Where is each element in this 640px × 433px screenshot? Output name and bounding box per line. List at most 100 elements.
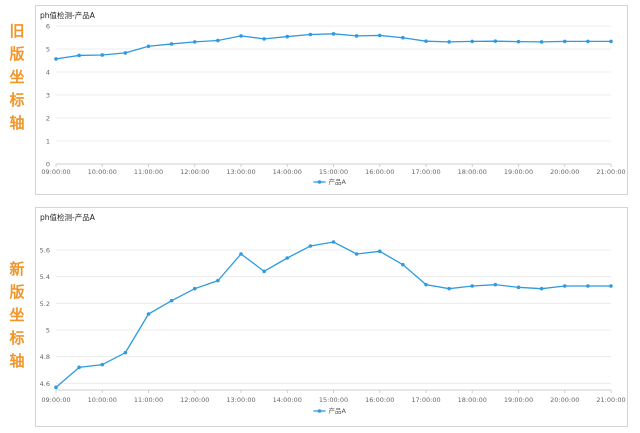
side-label-char: 版 [9, 45, 25, 63]
new-axis-side-label: 新版坐标轴 [6, 258, 28, 373]
y-tick-label: 4.8 [40, 353, 50, 361]
data-point [562, 39, 567, 44]
data-point [169, 298, 174, 303]
data-point [216, 38, 220, 43]
data-point [516, 39, 521, 44]
side-label-char: 标 [9, 91, 25, 109]
x-tick-label: 11:00:00 [134, 168, 163, 176]
x-tick-label: 15:00:00 [319, 168, 348, 176]
data-point [331, 32, 336, 36]
data-point [586, 39, 590, 44]
data-point [470, 284, 475, 288]
data-point [77, 365, 81, 370]
side-label-char: 新 [9, 260, 25, 278]
data-point [424, 282, 428, 287]
y-tick-label: 5.6 [40, 247, 50, 255]
chart-panel-old-axis: ph值检测-产品A 0 1 2 3 4 5 6 09:00:00 10:00:00 11:00:0… [35, 5, 628, 195]
data-point [100, 362, 105, 367]
x-tick-label: 16:00:00 [365, 396, 394, 404]
data-point [586, 284, 590, 288]
x-tick-label: 09:00:00 [41, 396, 70, 404]
data-point [377, 33, 382, 38]
x-tick-label: 10:00:00 [88, 396, 117, 404]
x-tick-label: 14:00:00 [273, 168, 302, 176]
data-point [354, 34, 359, 38]
legend-label: 产品A [329, 177, 347, 186]
legend-marker [317, 180, 322, 184]
chart-title: ph值检测-产品A [40, 11, 95, 20]
data-point [123, 350, 128, 355]
data-point [77, 53, 81, 58]
data-point [331, 240, 336, 244]
data-point [424, 39, 428, 43]
y-tick-label: 4 [46, 69, 50, 77]
data-point [285, 256, 290, 260]
x-tick-label: 19:00:00 [504, 396, 533, 404]
y-tick-label: 3 [46, 92, 50, 100]
x-tick-label: 12:00:00 [180, 396, 209, 404]
data-point [539, 40, 544, 44]
data-point [216, 278, 220, 283]
data-point [262, 37, 266, 41]
x-tick-label: 17:00:00 [411, 168, 440, 176]
line-chart-new-axis: 4.6 4.8 5 5.2 5.4 5.6 09:00:00 10:00:00 11:00:00… [40, 240, 626, 415]
data-point [562, 284, 567, 288]
data-point [123, 51, 128, 55]
data-point [192, 40, 197, 44]
y-tick-label: 6 [46, 23, 50, 31]
x-tick-label: 19:00:00 [504, 168, 533, 176]
chart-panel-new-axis: ph值检测-产品A 4.6 4.8 5 5.2 5.4 5.6 09:00:00 10:00:… [35, 207, 628, 427]
legend-label: 产品A [329, 406, 347, 415]
data-point [609, 39, 613, 44]
side-label-char: 轴 [9, 352, 25, 370]
chart-title: ph值检测-产品A [40, 213, 95, 222]
series-line [55, 33, 611, 60]
side-label-char: 版 [9, 283, 25, 301]
data-point [401, 35, 405, 40]
data-point [493, 282, 498, 287]
data-point [377, 249, 382, 254]
x-tick-label: 18:00:00 [458, 168, 487, 176]
x-tick-label: 15:00:00 [319, 396, 348, 404]
data-point [493, 39, 498, 43]
y-tick-label: 5.4 [40, 273, 50, 281]
side-label-char: 旧 [9, 22, 25, 40]
data-point [285, 34, 290, 39]
data-point [401, 262, 405, 267]
series-line [55, 241, 611, 388]
data-point [470, 39, 475, 44]
x-tick-label: 14:00:00 [273, 396, 302, 404]
side-label-char: 坐 [9, 68, 25, 86]
x-tick-label: 09:00:00 [41, 168, 70, 176]
data-point [354, 252, 359, 256]
side-label-char: 轴 [9, 114, 25, 132]
x-tick-label: 13:00:00 [226, 396, 255, 404]
side-label-char: 标 [9, 329, 25, 347]
data-point [308, 32, 313, 37]
data-point [447, 286, 451, 291]
data-point [169, 42, 174, 46]
data-point [100, 53, 105, 57]
x-tick-label: 12:00:00 [180, 168, 209, 176]
y-tick-label: 5.2 [40, 300, 50, 308]
legend-marker [317, 409, 322, 413]
y-tick-label: 5 [46, 46, 50, 54]
data-point [146, 312, 151, 316]
line-chart-old-axis: 0 1 2 3 4 5 6 09:00:00 10:00:00 11:00:00 12:00:00 1… [41, 23, 625, 187]
data-point [146, 44, 151, 49]
y-tick-label: 2 [46, 115, 50, 123]
x-tick-label: 18:00:00 [458, 396, 487, 404]
data-point [239, 34, 243, 38]
data-point [54, 385, 58, 390]
x-tick-label: 21:00:00 [596, 396, 625, 404]
data-point [516, 285, 521, 290]
data-point [239, 252, 243, 256]
x-tick-label: 11:00:00 [134, 396, 163, 404]
x-tick-label: 20:00:00 [550, 396, 579, 404]
data-point [54, 57, 58, 61]
data-point [609, 284, 613, 288]
old-axis-side-label: 旧版坐标轴 [6, 20, 28, 135]
x-tick-label: 10:00:00 [88, 168, 117, 176]
data-point [308, 244, 313, 248]
x-tick-label: 16:00:00 [365, 168, 394, 176]
